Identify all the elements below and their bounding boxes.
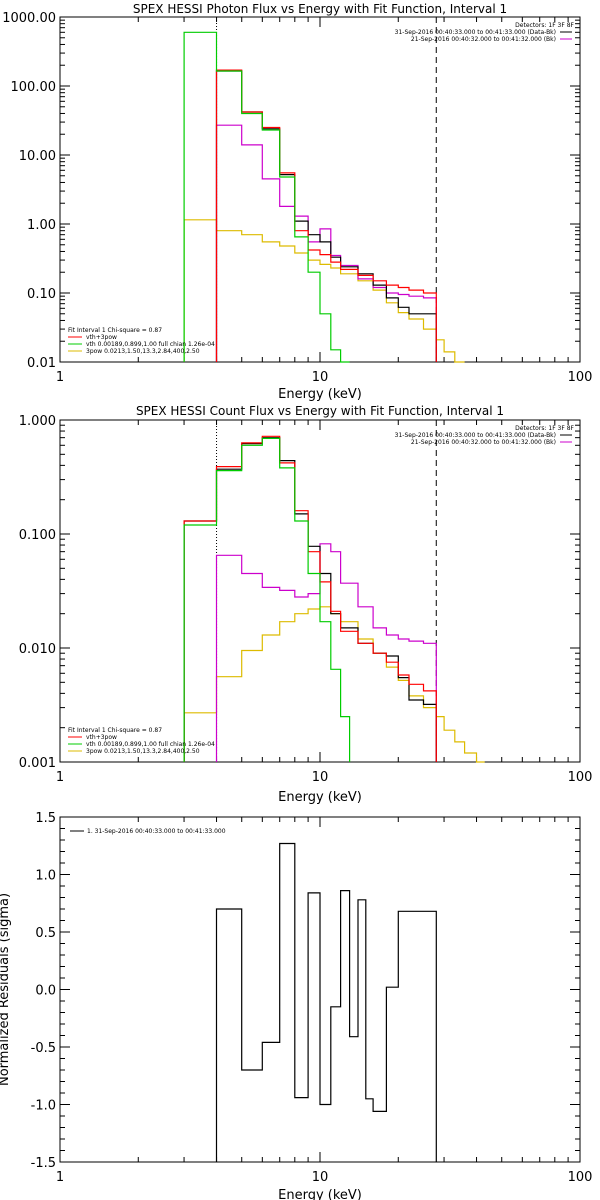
y-tick-label: 1.00 <box>27 218 56 233</box>
x-tick-label: 10 <box>312 370 329 385</box>
y-tick-label: -1.5 <box>31 1156 56 1171</box>
legend-entry: vth 0.00189,0.899,1.00 full chian 1.26e-… <box>86 341 215 348</box>
y-tick-label: -1.0 <box>31 1099 56 1114</box>
series-line-bk <box>215 124 437 362</box>
y-tick-label: 0.100 <box>19 528 56 543</box>
y-tick-label: 0.0 <box>35 984 56 999</box>
y-tick-label: 1000.00 <box>2 11 56 26</box>
chart-title: SPEX HESSI Photon Flux vs Energy with Fi… <box>133 2 507 16</box>
series-line-1-31-sep-2016-00-40-33-000-to-00-41-33-000 <box>215 842 437 1162</box>
y-tick-label: 0.01 <box>27 356 56 371</box>
x-tick-label: 1 <box>56 770 64 785</box>
x-tick-label: 100 <box>568 770 593 785</box>
x-tick-label: 1 <box>56 1170 64 1185</box>
y-tick-label: 1.000 <box>19 414 56 429</box>
legend-entry: vth+3pow <box>86 734 117 741</box>
y-tick-label: 0.10 <box>27 287 56 302</box>
y-axis-label: Normalized Residuals (sigma) <box>0 893 12 1086</box>
y-tick-label: 0.010 <box>19 642 56 657</box>
x-axis-label: Energy (keV) <box>278 1188 362 1200</box>
time-interval-label: 21-Sep-2016 00:40:32.000 to 00:41:32.000… <box>411 439 556 446</box>
y-tick-label: 100.00 <box>11 80 57 95</box>
series-line-vth <box>183 31 350 363</box>
time-interval-label: 21-Sep-2016 00:40:32.000 to 00:41:32.000… <box>411 36 556 43</box>
legend-entry: vth 0.00189,0.899,1.00 full chian 1.26e-… <box>86 741 215 748</box>
x-tick-label: 1 <box>56 370 64 385</box>
detectors-label: Detectors: 1F 3F 8F <box>515 22 574 29</box>
series-line-vth-3pow <box>215 69 437 362</box>
series-line-bk <box>215 543 437 762</box>
series-line-data-bk <box>215 70 437 362</box>
chart-title: SPEX HESSI Count Flux vs Energy with Fit… <box>136 404 504 418</box>
chart-panel-2 <box>59 419 581 763</box>
legend-entry: 1. 31-Sep-2016 00:40:33.000 to 00:41:33.… <box>87 828 226 835</box>
series-line-3pow <box>183 219 465 363</box>
x-tick-label: 10 <box>312 770 329 785</box>
series-line-vth-3pow <box>183 435 437 762</box>
time-interval-label: 31-Sep-2016 00:40:33.000 to 00:41:33.000… <box>395 29 556 36</box>
x-tick-label: 100 <box>568 1170 593 1185</box>
x-tick-label: 100 <box>568 370 593 385</box>
x-tick-label: 10 <box>312 1170 329 1185</box>
legend-entry: Fit Interval 1 Chi-square = 0.87 <box>68 727 162 734</box>
y-tick-label: -0.5 <box>31 1041 56 1056</box>
y-tick-label: 0.001 <box>19 756 56 771</box>
legend-entry: vth+3pow <box>86 334 117 341</box>
y-tick-label: 10.00 <box>19 149 56 164</box>
time-interval-label: 31-Sep-2016 00:40:33.000 to 00:41:33.000… <box>395 432 556 439</box>
series-line-3pow <box>183 606 485 763</box>
legend-entry: Fit Interval 1 Chi-square = 0.87 <box>68 327 162 334</box>
x-axis-label: Energy (keV) <box>278 790 362 805</box>
legend-entry: 3pow 0.0213,1.50,13.3,2.84,400,2.50 <box>86 748 200 755</box>
series-line-vth <box>183 437 351 762</box>
series-line-data-bk <box>183 437 437 762</box>
y-tick-label: 0.5 <box>35 926 56 941</box>
chart-panel-1 <box>59 16 581 363</box>
chart-panel-3 <box>59 816 581 1163</box>
legend-entry: 3pow 0.0213,1.50,13.3,2.84,400,2.50 <box>86 348 200 355</box>
y-tick-label: 1.5 <box>35 811 56 826</box>
x-axis-label: Energy (keV) <box>278 387 362 402</box>
y-tick-label: 1.0 <box>35 869 56 884</box>
detectors-label: Detectors: 1F 3F 8F <box>515 425 574 432</box>
